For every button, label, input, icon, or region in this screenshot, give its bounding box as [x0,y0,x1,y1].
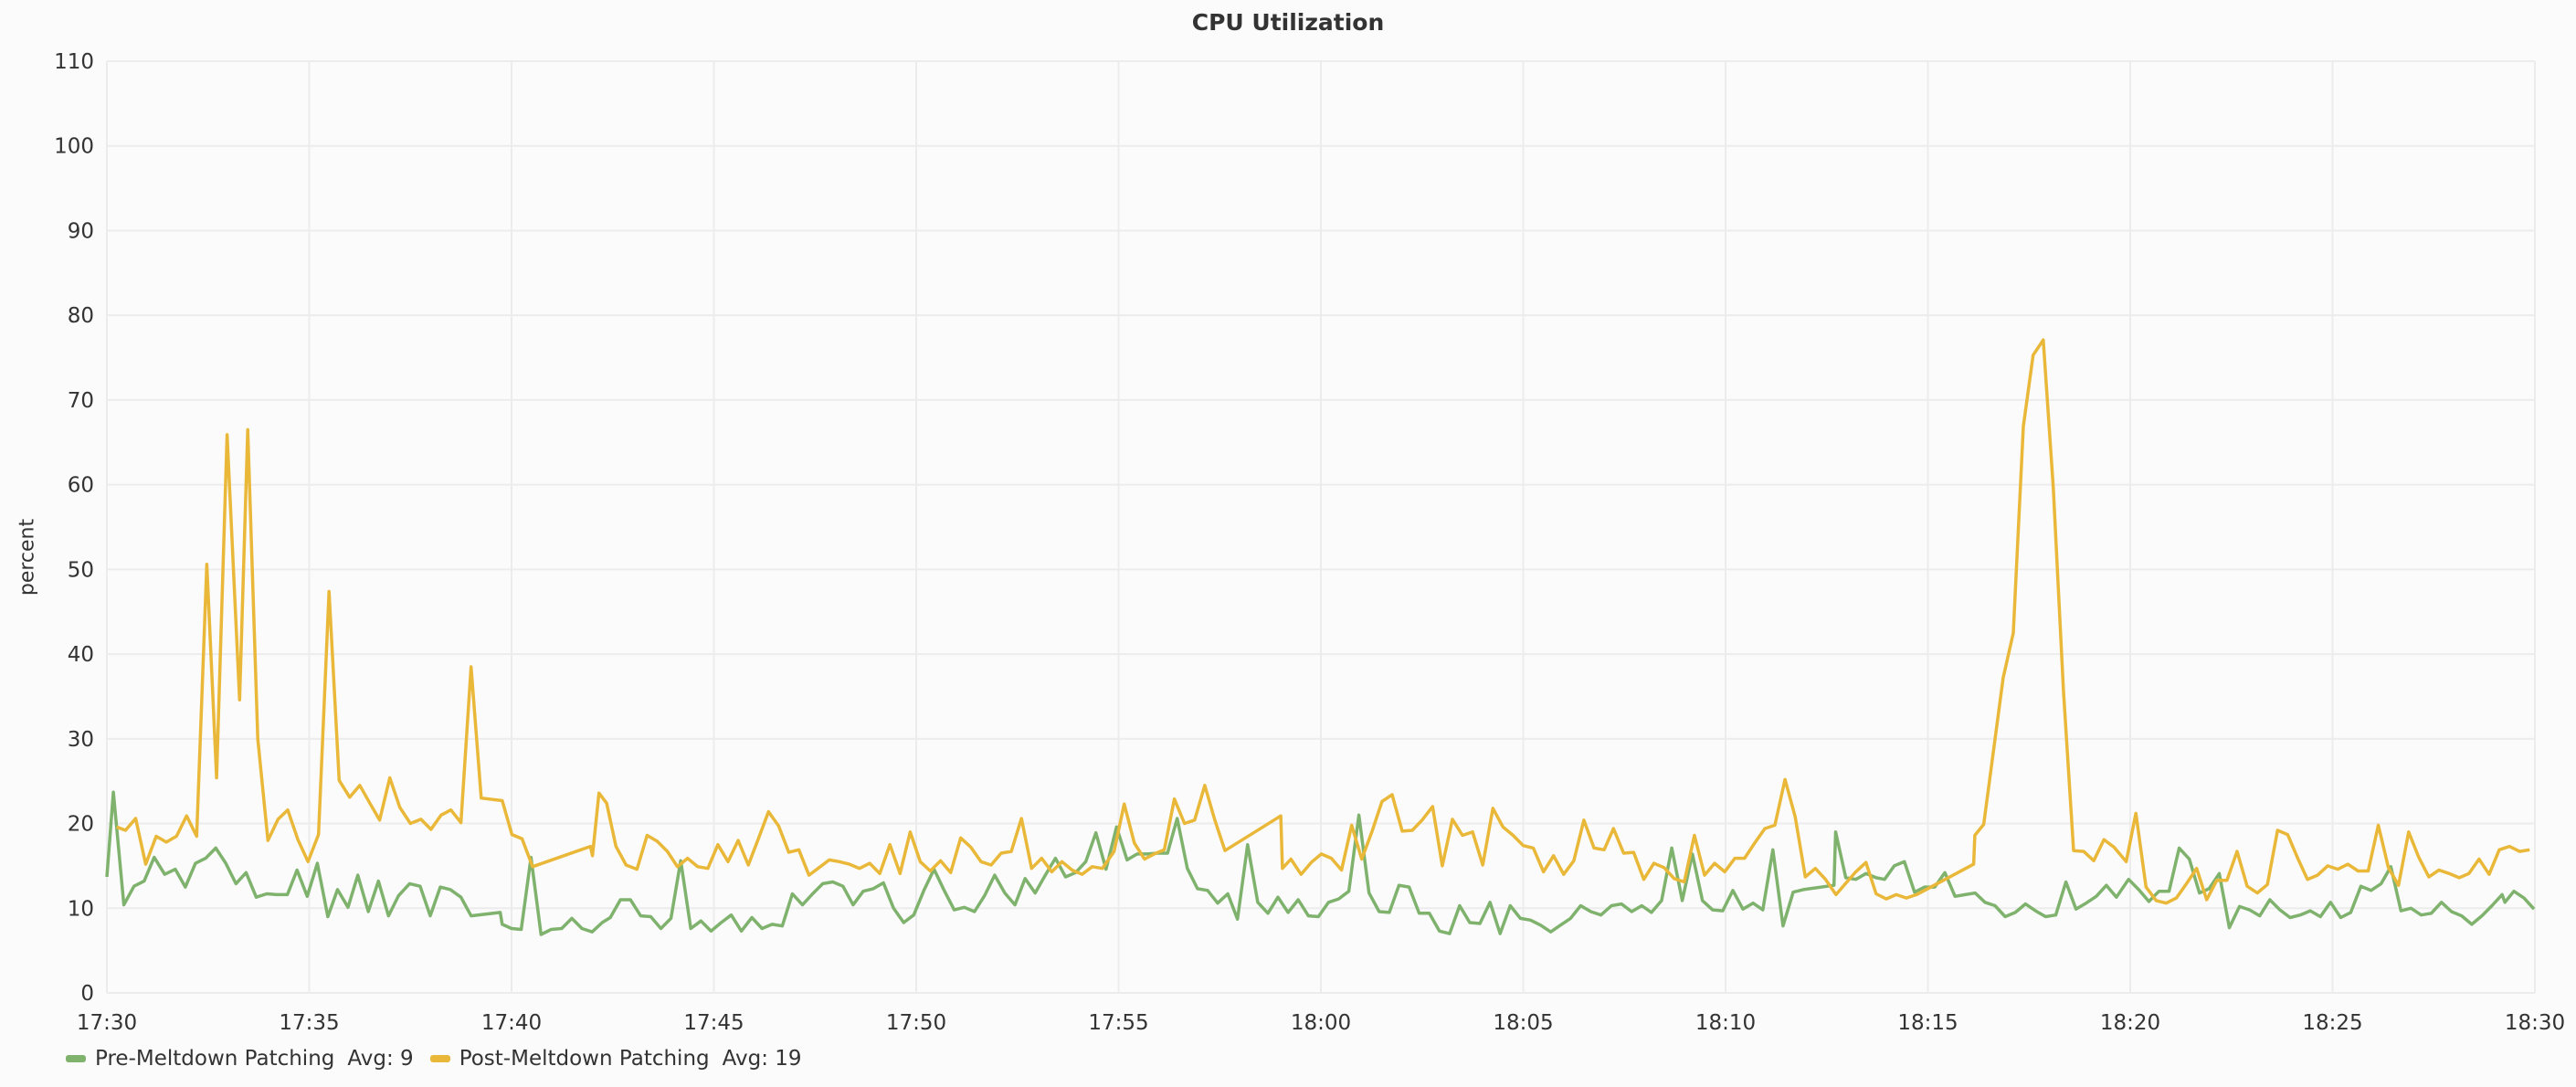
x-tick-label: 18:05 [1493,1011,1553,1035]
y-tick-label: 110 [54,50,94,74]
y-tick-label: 10 [68,897,94,921]
x-tick-label: 17:35 [279,1011,339,1035]
x-tick-label: 17:40 [481,1011,542,1035]
y-tick-label: 60 [68,474,94,498]
x-tick-label: 18:20 [2100,1011,2160,1035]
x-tick-label: 18:00 [1291,1011,1351,1035]
y-tick-label: 100 [54,135,94,159]
x-tick-label: 18:25 [2302,1011,2362,1035]
y-tick-labels: 0 10 20 30 40 50 60 70 80 90 100 110 [54,50,94,1006]
chart-title: CPU Utilization [1191,9,1385,36]
y-tick-label: 80 [68,304,94,328]
legend-avg: Avg: 9 [347,1047,414,1071]
x-tick-label: 18:30 [2505,1011,2565,1035]
series-lines [105,338,2536,936]
x-tick-label: 17:30 [77,1011,137,1035]
y-tick-label: 50 [68,558,94,582]
series-line-pre-meltdown [105,790,2536,936]
x-tick-label: 17:45 [683,1011,744,1035]
x-tick-label: 17:50 [886,1011,946,1035]
grid [106,60,2536,994]
y-tick-label: 90 [68,219,94,243]
series-line-post-meltdown [115,338,2530,905]
legend-avg: Avg: 19 [722,1047,802,1071]
x-tick-labels: 17:30 17:35 17:40 17:45 17:50 17:55 18:00 18:05… [77,1011,2565,1035]
legend-item-post-meltdown[interactable]: Post-Meltdown Patching Avg: 19 [429,1047,802,1071]
legend-swatch-icon [429,1055,450,1062]
y-tick-label: 20 [68,813,94,837]
legend-item-pre-meltdown[interactable]: Pre-Meltdown Patching Avg: 9 [66,1047,414,1071]
x-tick-label: 18:15 [1897,1011,1958,1035]
x-tick-label: 17:55 [1088,1011,1148,1035]
y-tick-label: 70 [68,389,94,413]
y-tick-label: 40 [68,643,94,667]
x-tick-label: 18:10 [1695,1011,1756,1035]
y-tick-label: 0 [80,982,94,1006]
y-tick-label: 30 [68,728,94,752]
legend-label: Pre-Meltdown Patching [95,1047,335,1071]
legend-swatch-icon [66,1055,86,1062]
legend: Pre-Meltdown Patching Avg: 9 Post-Meltdo… [66,1047,818,1071]
legend-label: Post-Meltdown Patching [459,1047,710,1071]
